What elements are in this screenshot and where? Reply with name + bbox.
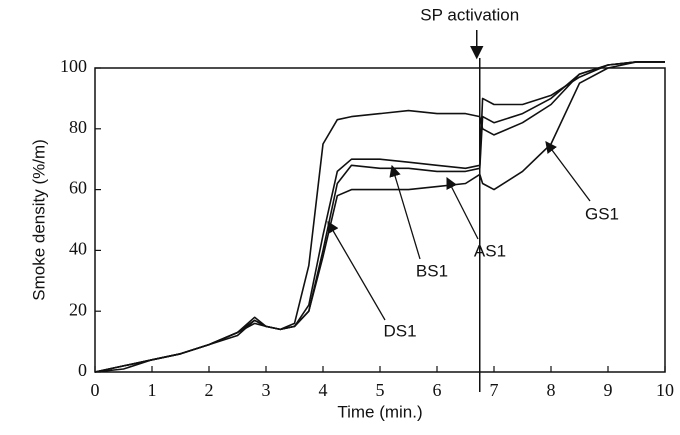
y-tick-label: 0: [78, 360, 87, 380]
y-tick-label: 20: [69, 299, 87, 319]
x-tick-label: 2: [205, 380, 214, 400]
series-label: GS1: [585, 204, 619, 223]
series-label: DS1: [383, 321, 416, 340]
x-tick-label: 5: [376, 380, 385, 400]
annotation-text: SP activation: [420, 5, 519, 24]
callout-arrow: [389, 164, 421, 260]
callout-arrow: [327, 220, 386, 321]
series-label: BS1: [416, 261, 448, 280]
x-tick-label: 3: [262, 380, 271, 400]
x-tick-label: 1: [148, 380, 157, 400]
series-line: [94, 61, 665, 373]
y-tick-label: 100: [60, 56, 87, 76]
series-line: [94, 61, 665, 373]
x-tick-label: 10: [656, 380, 674, 400]
callout-arrow: [545, 141, 591, 202]
x-tick-label: 4: [319, 380, 328, 400]
x-tick-label: 9: [604, 380, 613, 400]
x-axis-label: Time (min.): [337, 402, 422, 421]
callout-arrow: [446, 176, 479, 240]
x-tick-label: 8: [547, 380, 556, 400]
y-tick-label: 40: [69, 239, 87, 259]
y-tick-label: 80: [69, 117, 87, 137]
y-axis-label: Smoke density (%/m): [29, 139, 48, 301]
series-label: AS1: [474, 241, 506, 260]
x-tick-label: 6: [433, 380, 442, 400]
x-tick-label: 0: [91, 380, 100, 400]
series-line: [94, 61, 665, 373]
series-line: [94, 61, 665, 373]
x-tick-label: 7: [490, 380, 499, 400]
y-tick-label: 60: [69, 178, 87, 198]
